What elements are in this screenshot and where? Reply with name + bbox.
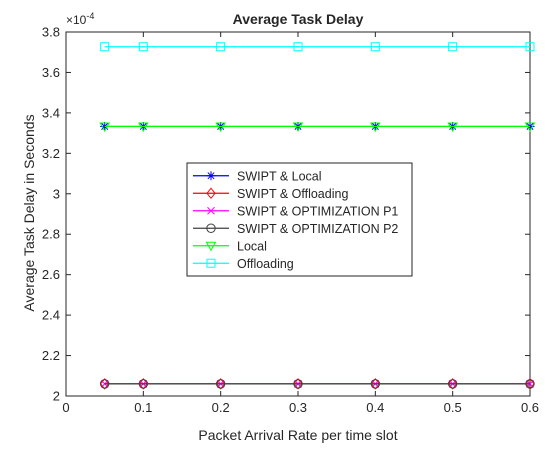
data-point (99, 122, 111, 132)
data-point (216, 378, 226, 390)
x-tick-label: 0.5 (444, 400, 462, 415)
chart-title: Average Task Delay (233, 11, 364, 27)
y-multiplier-base: ×10 (66, 13, 87, 27)
data-point (292, 122, 304, 132)
series-5 (100, 42, 535, 52)
data-point (293, 378, 303, 390)
legend-swatch-marker (206, 223, 216, 233)
data-point (370, 378, 380, 390)
series-3 (99, 379, 535, 389)
legend-box (186, 162, 413, 277)
legend-entry: Offloading (237, 257, 294, 271)
data-point (138, 379, 149, 389)
data-point (215, 379, 226, 389)
legend-entry: Local (237, 239, 267, 253)
data-point (100, 42, 110, 52)
y-axis-label: Average Task Delay in Seconds (21, 114, 37, 311)
data-point (525, 42, 535, 52)
legend: SWIPT & Local SWIPT & Offloading SWIPT & O… (186, 162, 413, 277)
x-tick-label: 0.2 (212, 400, 230, 415)
data-point (215, 122, 227, 132)
legend-swatch-marker (205, 241, 217, 252)
y-tick-label: 2.6 (42, 267, 60, 282)
data-point (525, 378, 535, 390)
y-tick-label: 3.8 (42, 25, 60, 40)
data-point (138, 378, 148, 390)
data-point (138, 42, 148, 52)
data-point (448, 378, 458, 390)
legend-swatch-marker (206, 187, 216, 200)
x-tick-label: 0.3 (289, 400, 307, 415)
legend-swatch-marker (207, 206, 215, 215)
data-point (99, 379, 110, 389)
y-tick-label: 3.2 (42, 146, 60, 161)
y-tick-label: 2.8 (42, 227, 60, 242)
data-point (447, 122, 459, 132)
y-multiplier: ×10-4 (66, 11, 94, 27)
data-point (370, 379, 381, 389)
x-tick-label: 0.4 (366, 400, 384, 415)
legend-swatch-marker (206, 258, 216, 268)
data-point (293, 379, 303, 389)
data-point (524, 122, 536, 132)
data-point (216, 42, 226, 52)
x-axis-label: Packet Arrival Rate per time slot (198, 427, 397, 443)
data-point (100, 378, 110, 390)
legend-swatch-marker (206, 171, 216, 181)
data-point (293, 42, 303, 52)
y-tick-label: 3.4 (42, 105, 60, 120)
x-tick-label: 0 (62, 400, 69, 415)
y-tick-label: 2 (53, 389, 60, 404)
legend-entry: SWIPT & OPTIMIZATION P2 (237, 222, 398, 236)
data-point (447, 379, 458, 389)
legend-entry: SWIPT & Local (237, 169, 322, 183)
y-multiplier-exponent: -4 (86, 11, 94, 21)
data-point (137, 122, 149, 132)
y-tick-label: 2.2 (42, 348, 60, 363)
data-point (370, 42, 380, 52)
x-tick-label: 0.6 (521, 400, 539, 415)
legend-entry: SWIPT & OPTIMIZATION P1 (237, 204, 398, 218)
y-tick-label: 3.6 (42, 65, 60, 80)
series-4 (99, 122, 536, 132)
data-point (525, 379, 535, 389)
data-point (448, 42, 458, 52)
data-point (369, 122, 381, 132)
y-tick-label: 2.4 (42, 308, 60, 323)
x-tick-label: 0.1 (134, 400, 152, 415)
y-tick-label: 3 (53, 186, 60, 201)
legend-entry: SWIPT & Offloading (237, 187, 348, 201)
